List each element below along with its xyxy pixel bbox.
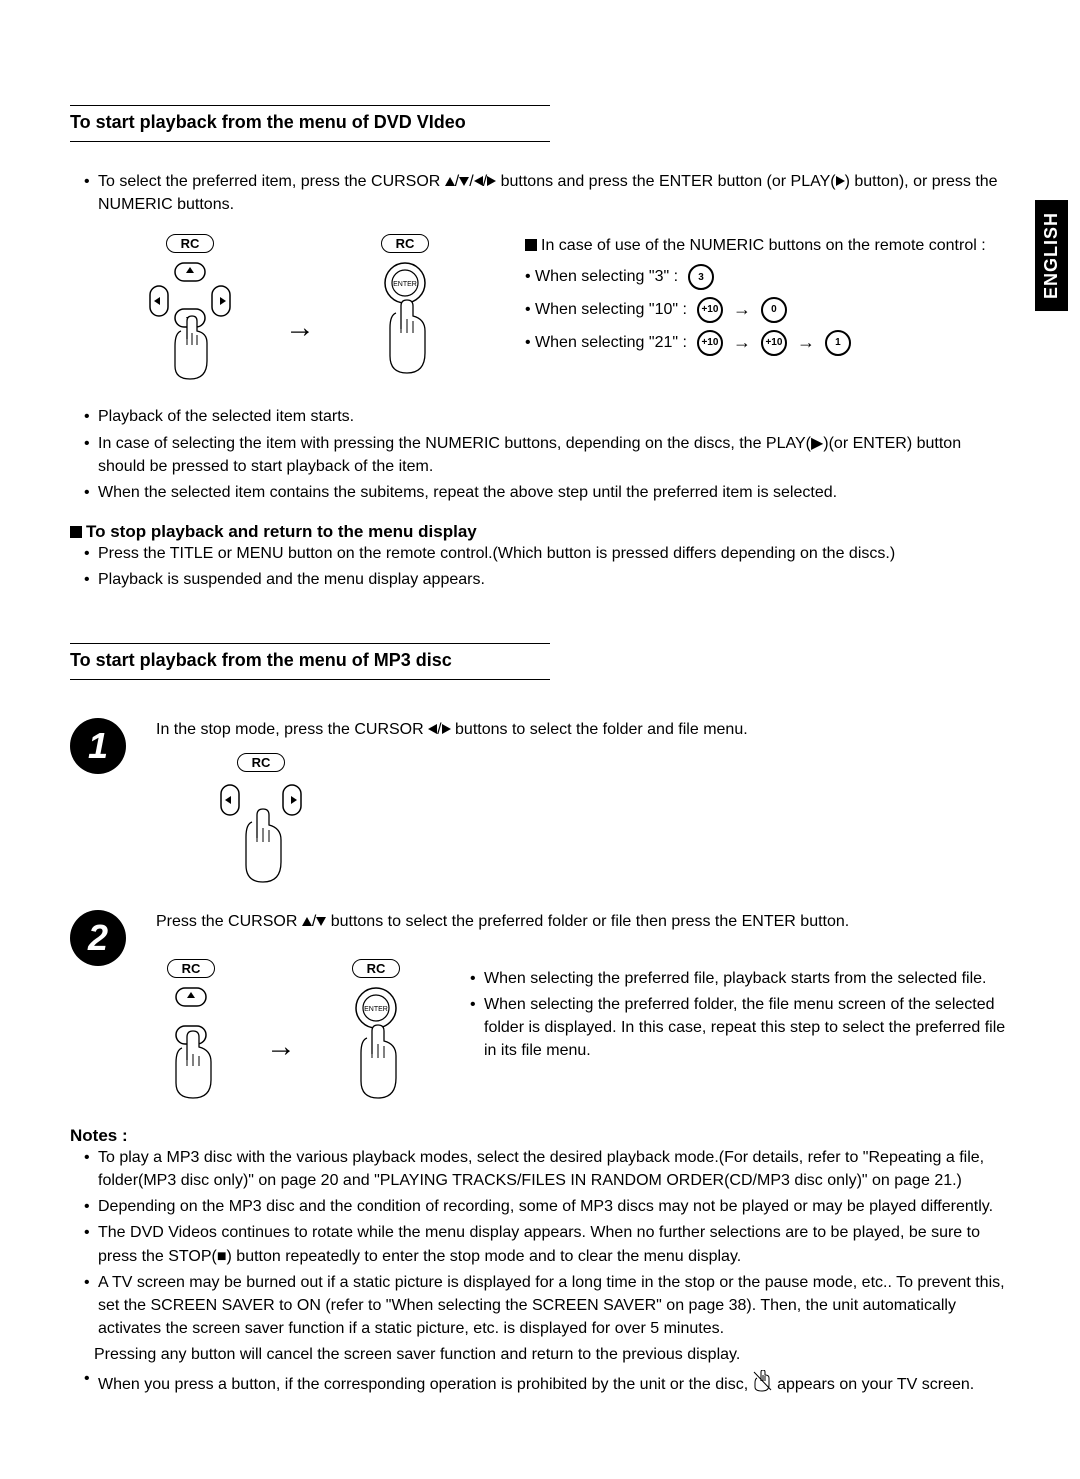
step2-side-0: When selecting the preferred file, playb…	[470, 967, 1010, 990]
section1-stop-bullets: Press the TITLE or MENU button on the re…	[70, 542, 1010, 591]
rc-label-2: RC	[381, 234, 430, 253]
stop-subheading: To stop playback and return to the menu …	[70, 522, 1010, 542]
enter-button-icon: ENTER	[365, 261, 445, 381]
cursor-down-icon	[459, 177, 469, 186]
arrow-right-icon-2: →	[266, 1030, 296, 1064]
s1-mid-1: In case of selecting the item with press…	[84, 432, 1010, 478]
num-btn-plus10-a: +10	[697, 297, 723, 323]
cursor-ud-icon	[156, 986, 226, 1106]
notes-list: To play a MP3 disc with the various play…	[70, 1146, 1010, 1341]
num-btn-plus10-b: +10	[697, 330, 723, 356]
step-number-1: 1	[70, 718, 126, 774]
num-btn-1: 1	[825, 330, 851, 356]
sel10-label: When selecting "10" :	[535, 301, 687, 318]
cursor-down-icon-2	[316, 917, 326, 926]
play-icon	[836, 176, 845, 186]
sel3-label: When selecting "3" :	[535, 268, 678, 285]
cursor-pad-icon	[145, 261, 235, 381]
cursor-up-icon-2	[302, 917, 312, 926]
step2-b: buttons to select the preferred folder o…	[331, 913, 850, 930]
step2-side-bullets: When selecting the preferred file, playb…	[456, 967, 1010, 1066]
cursor-up-icon	[445, 177, 455, 186]
step2-side-1: When selecting the preferred folder, the…	[470, 993, 1010, 1063]
bullet-square-icon-2	[70, 526, 82, 538]
last-b: appears on your TV screen.	[777, 1376, 974, 1393]
section1-intro: To select the preferred item, press the …	[70, 170, 1010, 216]
remote-enter-diagram: RC ENTER	[365, 234, 445, 381]
notes-list-last: When you press a button, if the correspo…	[70, 1367, 1010, 1396]
note-3: A TV screen may be burned out if a stati…	[84, 1271, 1010, 1341]
rc-label-5: RC	[352, 959, 401, 978]
last-a: When you press a button, if the correspo…	[98, 1376, 753, 1393]
remote-cursor-diagram: RC	[145, 234, 235, 381]
section1-mid-bullets: Playback of the selected item starts. In…	[70, 405, 1010, 504]
s1-intro-b: buttons and press the ENTER button (or P…	[501, 173, 836, 190]
step-2: 2 Press the CURSOR / buttons to select t…	[70, 910, 1010, 1106]
numeric-hints: In case of use of the NUMERIC buttons on…	[525, 234, 986, 356]
step1-a: In the stop mode, press the CURSOR	[156, 721, 428, 738]
prohibited-hand-icon	[753, 1370, 773, 1392]
svg-text:ENTER: ENTER	[364, 1006, 388, 1013]
step2-a: Press the CURSOR	[156, 913, 302, 930]
step1-b: buttons to select the folder and file me…	[455, 721, 748, 738]
s1-mid-0: Playback of the selected item starts.	[84, 405, 1010, 428]
s1-mid-2: When the selected item contains the subi…	[84, 481, 1010, 504]
enter-text: ENTER	[393, 281, 417, 288]
notes-heading: Notes :	[70, 1126, 1010, 1146]
section1-heading: To start playback from the menu of DVD V…	[70, 105, 550, 142]
cursor-left-icon-2	[428, 724, 437, 734]
note-2: The DVD Videos continues to rotate while…	[84, 1221, 1010, 1267]
num-btn-0: 0	[761, 297, 787, 323]
rc-label-4: RC	[167, 959, 216, 978]
note-1: Depending on the MP3 disc and the condit…	[84, 1195, 1010, 1218]
small-arrow-icon: →	[733, 296, 751, 323]
cursor-lr-icon	[216, 780, 306, 890]
rc-label-3: RC	[237, 753, 286, 772]
diagram-row-1: RC → RC ENTER	[145, 234, 1010, 381]
cursor-left-icon	[474, 176, 483, 186]
page-content: To start playback from the menu of DVD V…	[0, 0, 1080, 1459]
step-1: 1 In the stop mode, press the CURSOR / b…	[70, 718, 1010, 890]
numeric-intro: In case of use of the NUMERIC buttons on…	[541, 237, 986, 254]
s1-intro-a: To select the preferred item, press the …	[98, 173, 445, 190]
cursor-right-icon-2	[442, 724, 451, 734]
s1-stop-1: Playback is suspended and the menu displ…	[84, 568, 1010, 591]
sel21-label: When selecting "21" :	[535, 334, 687, 351]
step1-diagram: RC	[216, 753, 1010, 890]
small-arrow-icon-2: →	[733, 329, 751, 356]
bullet-square-icon	[525, 239, 537, 251]
note-0: To play a MP3 disc with the various play…	[84, 1146, 1010, 1192]
num-btn-plus10-c: +10	[761, 330, 787, 356]
cursor-right-icon	[487, 176, 496, 186]
num-btn-3: 3	[688, 264, 714, 290]
rc-label-1: RC	[166, 234, 215, 253]
s1-stop-0: Press the TITLE or MENU button on the re…	[84, 542, 1010, 565]
enter-button-icon-2: ENTER	[336, 986, 416, 1106]
small-arrow-icon-3: →	[797, 329, 815, 356]
step-number-2: 2	[70, 910, 126, 966]
arrow-right-icon: →	[285, 311, 315, 345]
step2-diagram: RC → RC	[156, 959, 416, 1106]
section2-heading: To start playback from the menu of MP3 d…	[70, 643, 550, 680]
note-4: Pressing any button will cancel the scre…	[70, 1343, 1010, 1366]
